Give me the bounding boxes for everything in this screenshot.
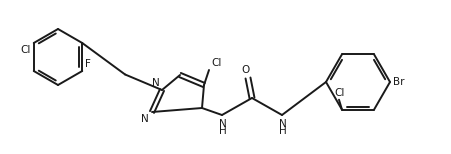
Text: Cl: Cl bbox=[211, 58, 221, 68]
Text: H: H bbox=[219, 126, 227, 136]
Text: N: N bbox=[219, 119, 227, 129]
Text: N: N bbox=[152, 78, 160, 88]
Text: N: N bbox=[279, 119, 287, 129]
Text: Cl: Cl bbox=[20, 45, 31, 55]
Text: F: F bbox=[85, 59, 91, 69]
Text: Cl: Cl bbox=[335, 88, 345, 98]
Text: N: N bbox=[141, 114, 149, 124]
Text: O: O bbox=[242, 65, 250, 75]
Text: Br: Br bbox=[393, 77, 405, 87]
Text: H: H bbox=[279, 126, 287, 136]
